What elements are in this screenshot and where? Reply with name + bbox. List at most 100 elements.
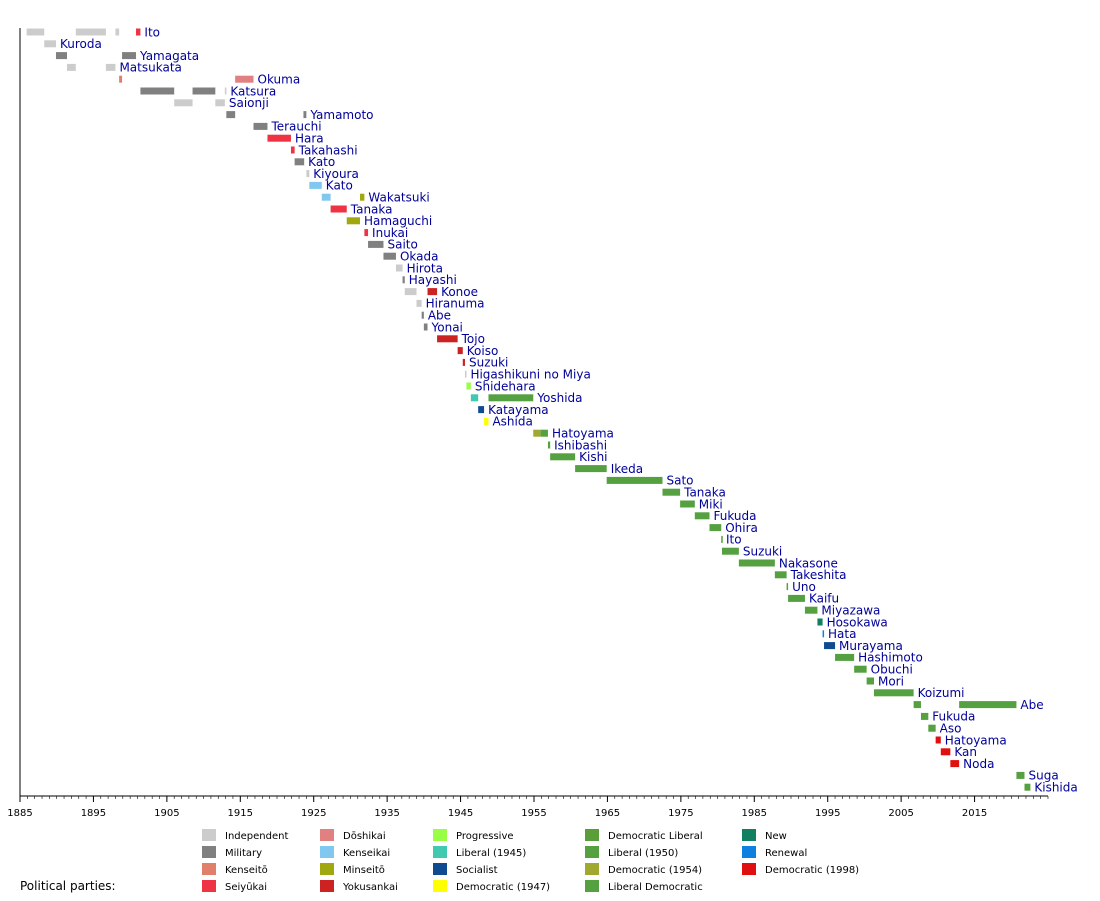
legend-swatch: [320, 846, 334, 858]
term-bar: [738, 559, 775, 567]
legend-swatch: [433, 846, 447, 858]
pm-name-label: Konoe: [441, 285, 478, 299]
pm-name-label: Suzuki: [469, 356, 508, 370]
term-bar: [404, 288, 417, 296]
term-bar: [294, 158, 305, 166]
pm-name-label: Hata: [828, 627, 856, 641]
term-bar: [662, 488, 681, 496]
pm-name-label: Katsura: [230, 84, 276, 98]
term-bar: [822, 630, 825, 638]
term-bar: [346, 217, 360, 225]
pm-name-label: Fukuda: [713, 509, 756, 523]
legend-swatch: [433, 829, 447, 841]
pm-name-label: Terauchi: [270, 120, 321, 134]
term-bar: [395, 264, 403, 272]
pm-name-label: Hatoyama: [945, 733, 1007, 747]
pm-name-label: Aso: [940, 722, 962, 736]
pm-name-label: Suzuki: [743, 545, 782, 559]
pm-name-label: Tanaka: [683, 486, 726, 500]
term-bar: [804, 606, 818, 614]
term-bar: [140, 87, 175, 95]
pm-name-label: Higashikuni no Miya: [470, 368, 590, 382]
pm-name-label: Ohira: [725, 521, 758, 535]
pm-name-label: Matsukata: [119, 61, 181, 75]
term-bar: [136, 28, 141, 36]
pm-name-label: Kato: [308, 155, 335, 169]
pm-name-label: Mori: [878, 674, 904, 688]
term-bar: [575, 465, 607, 473]
term-bar: [309, 181, 322, 189]
term-bar: [940, 748, 951, 756]
x-tick-label: 2015: [962, 808, 987, 819]
term-bar: [488, 394, 534, 402]
pm-name-label: Ashida: [492, 415, 532, 429]
pm-name-label: Hirota: [407, 261, 443, 275]
term-bar: [721, 535, 723, 543]
pm-name-label: Sato: [667, 474, 694, 488]
legend-swatch: [585, 846, 599, 858]
x-tick-label: 1965: [595, 808, 620, 819]
pm-name-label: Kuroda: [60, 37, 102, 51]
term-bar: [368, 240, 384, 248]
legend-label: Liberal (1950): [608, 848, 678, 859]
legend-swatch: [320, 880, 334, 892]
term-bar: [959, 701, 1017, 709]
pm-name-label: Miki: [699, 497, 723, 511]
term-bar: [788, 594, 805, 602]
term-bar: [950, 760, 960, 768]
pm-name-label: Kishi: [579, 450, 607, 464]
term-bar: [174, 99, 193, 107]
legend-label: Independent: [225, 831, 288, 842]
pm-name-label: Inukai: [372, 226, 408, 240]
legend-label: Renewal: [765, 848, 807, 859]
term-bar: [774, 571, 787, 579]
term-bar: [416, 299, 422, 307]
x-tick-label: 1895: [81, 808, 106, 819]
term-bar: [540, 429, 548, 437]
x-tick-label: 1995: [815, 808, 840, 819]
legend-swatch: [742, 863, 756, 875]
legend-swatch: [742, 829, 756, 841]
term-bar: [835, 653, 855, 661]
term-bar: [55, 52, 67, 60]
pm-name-label: Kato: [326, 179, 353, 193]
term-bar: [423, 323, 428, 331]
pm-name-label: Hayashi: [409, 273, 457, 287]
legend-label: Democratic Liberal: [608, 831, 703, 842]
term-bar: [267, 134, 291, 142]
legend-swatch: [202, 829, 216, 841]
term-bar: [817, 618, 823, 626]
pm-name-label: Koizumi: [918, 686, 965, 700]
term-bar: [44, 40, 56, 48]
term-bar: [873, 689, 914, 697]
legend-swatch: [320, 829, 334, 841]
term-bar: [824, 642, 836, 650]
term-bar: [721, 547, 739, 555]
legend-title: Political parties:: [20, 879, 116, 893]
legend-label: New: [765, 831, 787, 842]
pm-name-label: Takahashi: [298, 143, 358, 157]
term-bar: [533, 429, 541, 437]
term-bar: [224, 87, 227, 95]
pm-name-label: Hatoyama: [552, 427, 614, 441]
term-bar: [383, 252, 396, 260]
term-bar: [437, 335, 458, 343]
pm-name-label: Okada: [400, 250, 439, 264]
legend-label: Democratic (1998): [765, 865, 859, 876]
term-bar: [680, 500, 695, 508]
x-tick-label: 1975: [668, 808, 693, 819]
term-bar: [359, 193, 365, 201]
x-tick-label: 2005: [888, 808, 913, 819]
term-bar: [321, 193, 331, 201]
x-tick-label: 1955: [521, 808, 546, 819]
term-bar: [303, 111, 307, 119]
pm-name-label: Abe: [428, 309, 451, 323]
term-bar: [547, 441, 551, 449]
legend-label: Democratic (1947): [456, 882, 550, 893]
legend-label: Minseitō: [343, 865, 385, 876]
term-bar: [122, 52, 137, 60]
legend-label: Yokusankai: [342, 882, 398, 893]
term-bar: [928, 724, 936, 732]
pm-name-label: Hashimoto: [858, 651, 923, 665]
